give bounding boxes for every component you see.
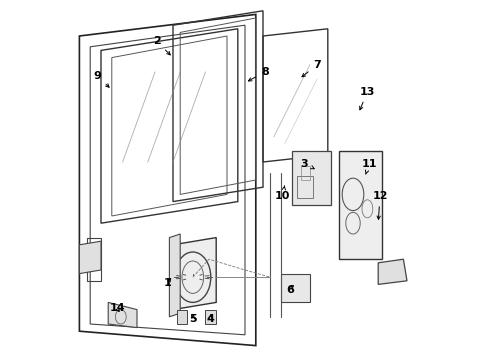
Text: 11: 11 <box>362 159 377 174</box>
Text: 2: 2 <box>153 36 170 55</box>
Text: 4: 4 <box>207 314 215 324</box>
Bar <box>176 310 187 324</box>
Bar <box>301 166 310 180</box>
Text: 13: 13 <box>360 87 375 110</box>
Text: 1: 1 <box>164 278 171 288</box>
Text: 5: 5 <box>189 314 196 324</box>
Polygon shape <box>79 241 101 274</box>
Text: 8: 8 <box>248 67 269 81</box>
Polygon shape <box>378 259 407 284</box>
Polygon shape <box>170 234 180 317</box>
Text: 3: 3 <box>300 159 314 169</box>
Polygon shape <box>173 238 216 310</box>
Bar <box>205 310 216 324</box>
Text: 14: 14 <box>109 303 125 313</box>
Bar <box>87 238 101 281</box>
Text: 9: 9 <box>94 71 109 87</box>
Polygon shape <box>292 151 331 205</box>
Text: 10: 10 <box>275 186 291 201</box>
Polygon shape <box>339 151 382 259</box>
Polygon shape <box>108 302 137 328</box>
Bar <box>297 176 314 198</box>
Text: 6: 6 <box>286 285 294 295</box>
Text: 12: 12 <box>372 191 388 219</box>
Polygon shape <box>281 274 310 302</box>
Text: 7: 7 <box>302 60 321 77</box>
